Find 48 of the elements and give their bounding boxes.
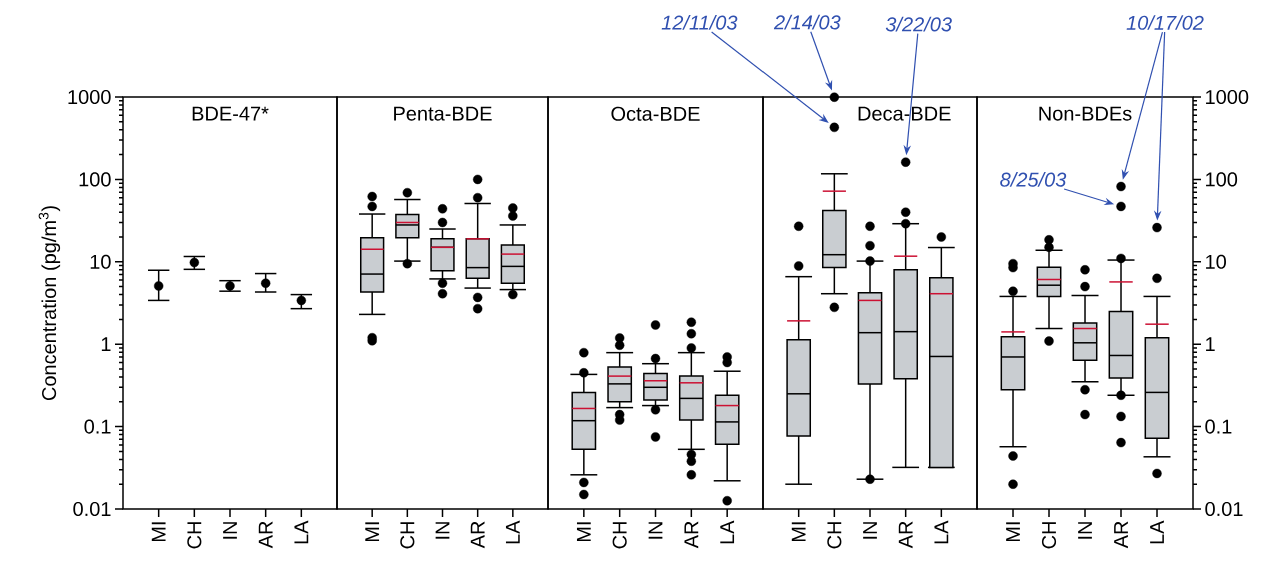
x-tick-label: AR [684, 521, 699, 549]
x-tick-label: IN [1078, 522, 1092, 539]
x-tick-label: MI [576, 522, 591, 542]
x-tick-label: MI [1006, 522, 1020, 542]
chart-title: BDE-47* [192, 106, 269, 121]
x-tick-label: LA [294, 520, 309, 544]
y-tick-label: 10 [90, 254, 111, 269]
y-tick-label: 1000 [68, 89, 111, 105]
annotation: 8/25/03 [1000, 172, 1067, 187]
x-tick-label: CH [400, 522, 415, 549]
x-tick-label: LA [1150, 520, 1164, 544]
y-tick-label: 1 [1206, 337, 1215, 352]
chart-title: Non-BDEs [1039, 106, 1132, 121]
x-tick-label: CH [827, 522, 842, 549]
x-tick-label: MI [791, 522, 806, 542]
y-tick-label: 10 [1206, 254, 1226, 269]
y-axis-title: Concentration (pg/m$^{3}$) [38, 206, 61, 401]
x-tick-label: MI [151, 522, 166, 542]
text: 3/22/03 [885, 16, 952, 32]
x-tick-label: IN [863, 522, 877, 539]
x-tick-label: CH [1041, 522, 1057, 549]
x-tick-label: IN [223, 522, 237, 539]
x-tick-label: IN [648, 522, 663, 539]
y-tick-label: 100 [79, 172, 111, 187]
x-tick-label: LA [505, 520, 520, 544]
x-tick-label: LA [934, 520, 949, 544]
x-tick-label: AR [1114, 521, 1128, 549]
y-tick-label: 0.01 [73, 501, 111, 517]
x-tick-label: MI [365, 522, 380, 542]
x-tick-label: AR [258, 521, 273, 549]
x-tick-label: AR [898, 521, 913, 549]
y-tick-label: 0.1 [1205, 419, 1232, 434]
text: 2/14/03 [773, 14, 841, 30]
y-tick-label: 1000 [1206, 89, 1249, 105]
y-tick-label: 0.1 [84, 419, 111, 434]
chart-title: Deca-BDE [858, 106, 951, 121]
chart-title: Octa-BDE [611, 106, 700, 121]
text: 10/17/02 [1126, 15, 1204, 30]
x-tick-label: AR [470, 521, 485, 549]
y-tick-label: 1 [101, 337, 111, 352]
x-tick-label: CH [612, 522, 627, 549]
x-tick-label: LA [720, 520, 735, 544]
text: 12/11/03 [661, 15, 738, 30]
x-tick-label: IN [435, 522, 450, 539]
x-tick-label: CH [187, 522, 202, 549]
y-tick-label: 0.01 [1205, 501, 1243, 517]
y-tick-label: 100 [1206, 172, 1238, 187]
chart-title: Penta-BDE [394, 106, 492, 121]
